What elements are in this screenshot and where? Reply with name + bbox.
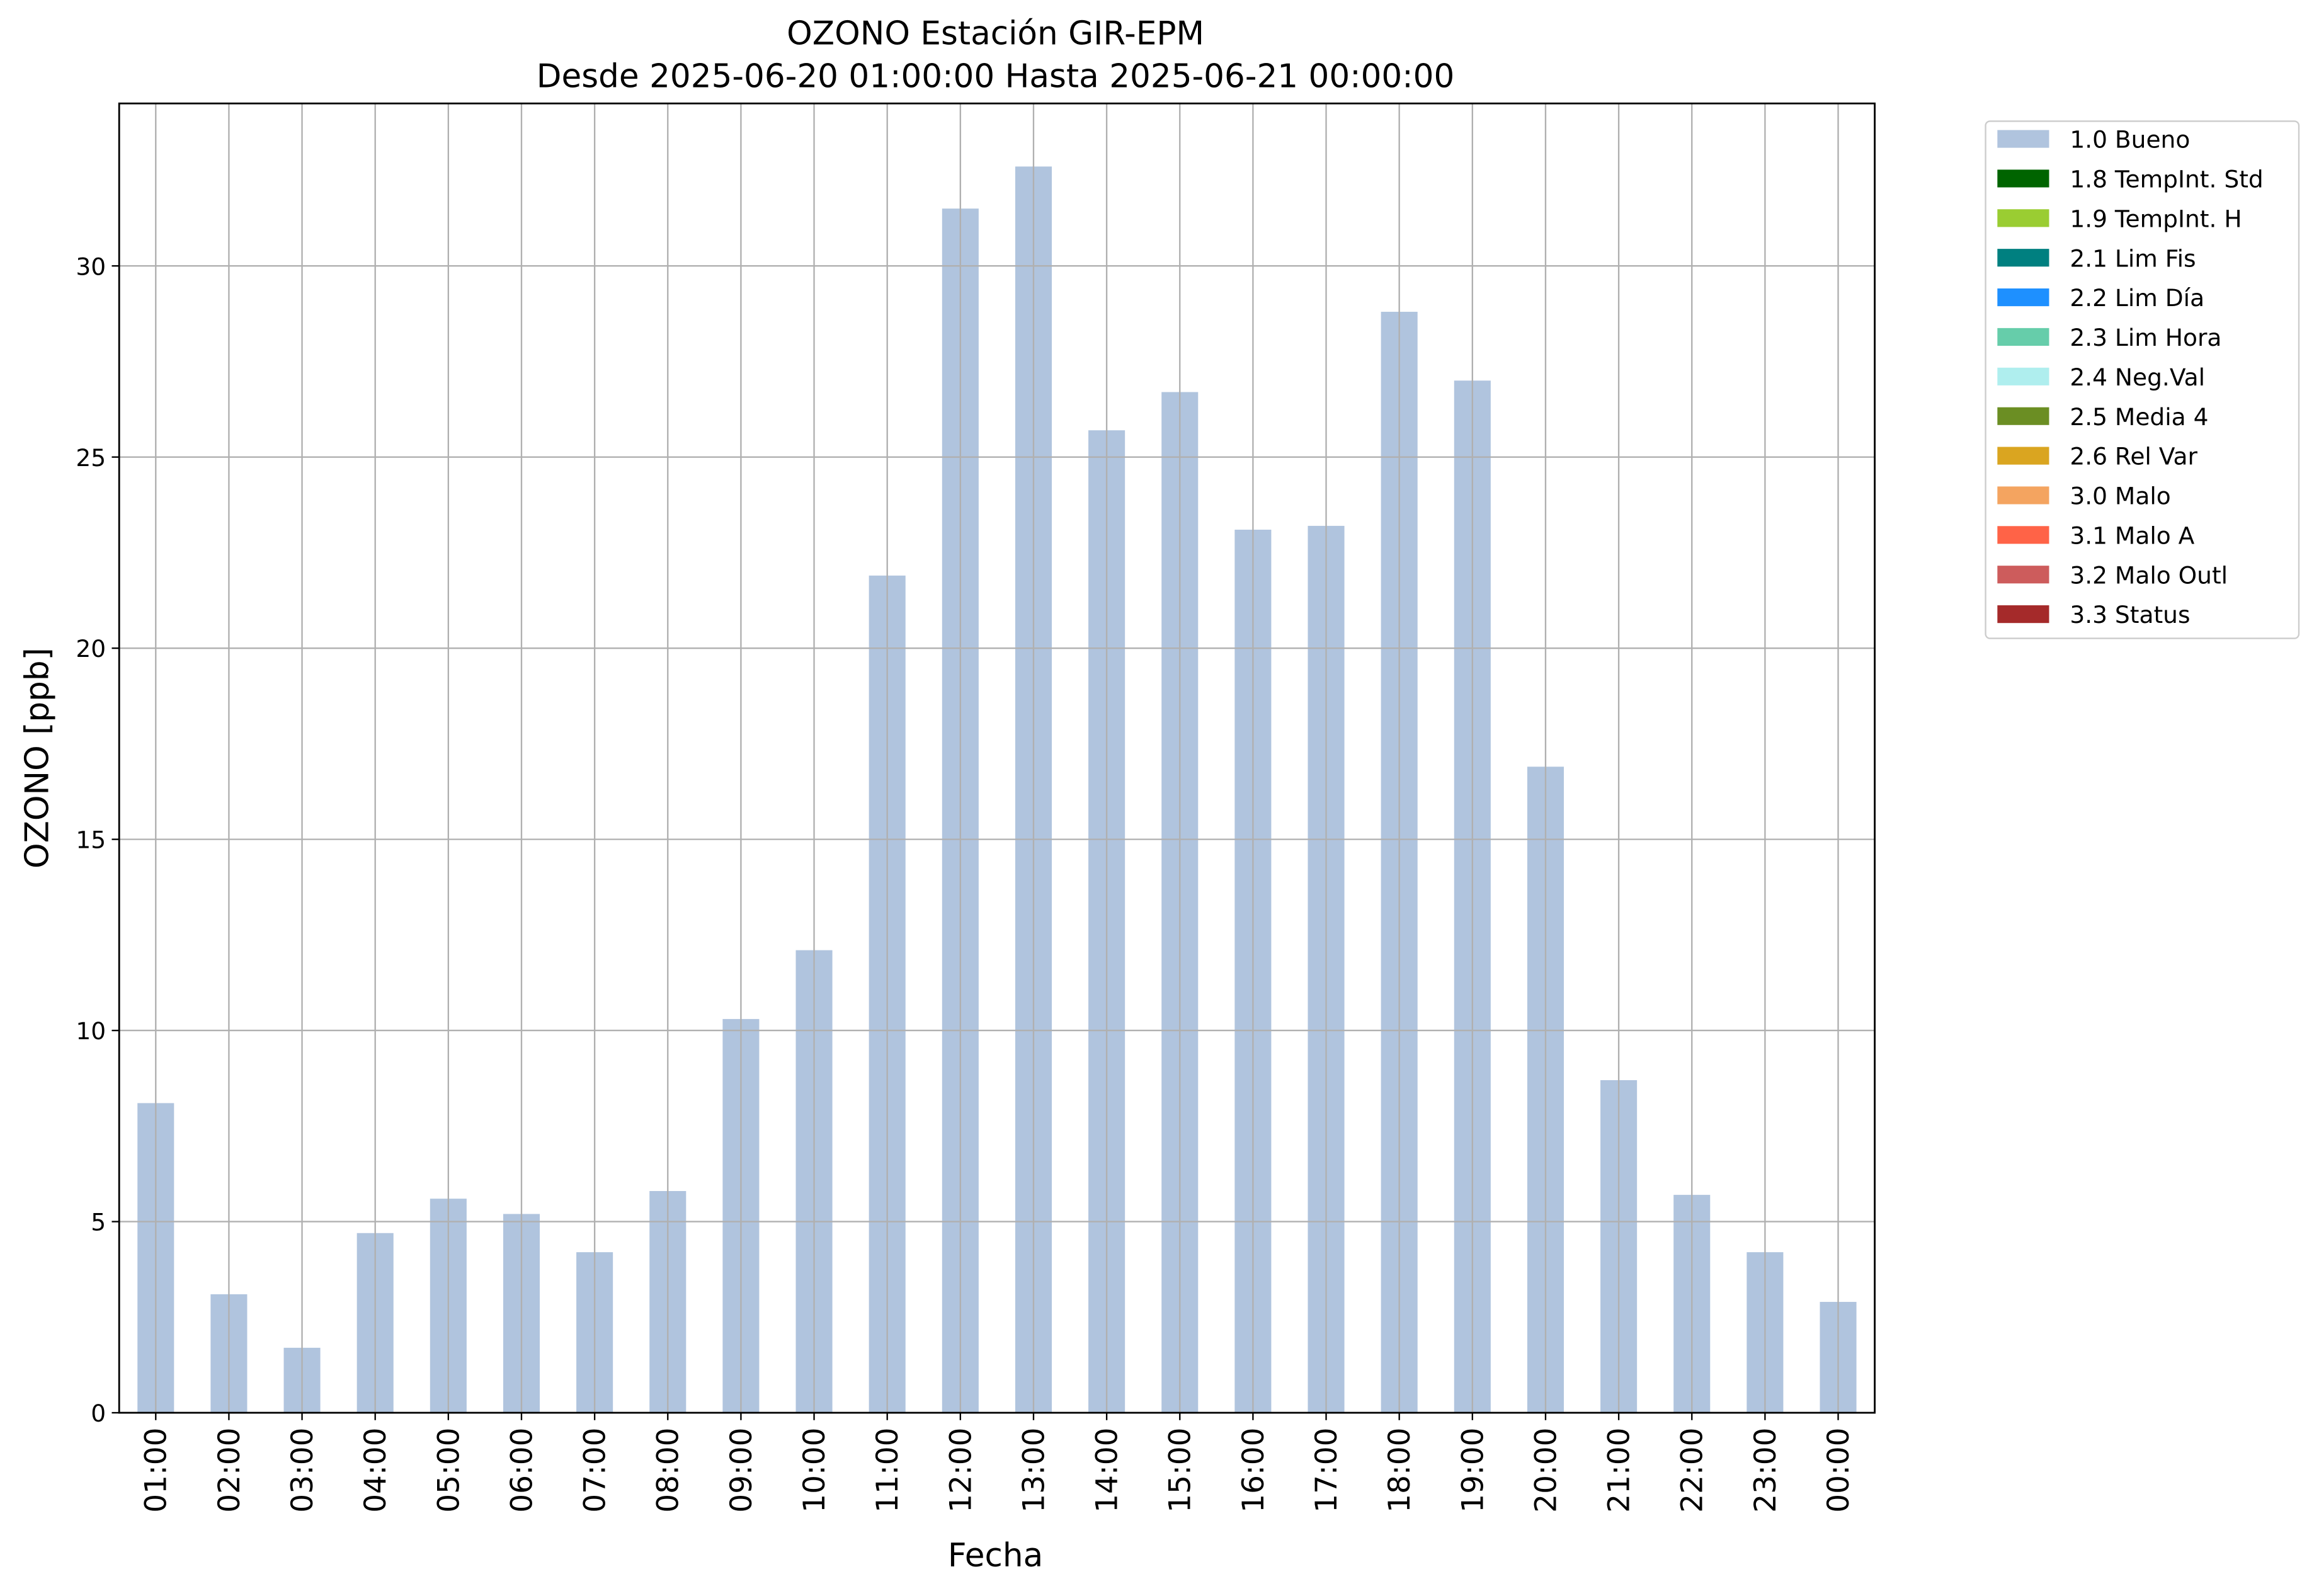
x-tick-label: 22:00 [1675, 1428, 1710, 1513]
legend-swatch [1997, 486, 2049, 504]
x-tick-label: 07:00 [578, 1428, 613, 1513]
legend-swatch [1997, 566, 2049, 584]
legend-label: 3.1 Malo A [2070, 522, 2194, 549]
y-axis-label: OZONO [ppb] [19, 647, 57, 869]
legend-box [1985, 120, 2300, 639]
legend-label: 3.0 Malo [2070, 482, 2170, 510]
x-axis-label: Fecha [948, 1537, 1043, 1575]
x-tick-label: 10:00 [797, 1428, 832, 1513]
legend-label: 1.9 TempInt. H [2070, 205, 2242, 232]
x-tick-label: 19:00 [1456, 1428, 1490, 1513]
y-tick-label: 10 [76, 1017, 106, 1045]
legend-label: 2.3 Lim Hora [2070, 324, 2221, 351]
legend-swatch [1997, 367, 2049, 385]
x-tick-label: 23:00 [1748, 1428, 1783, 1513]
legend-swatch [1997, 328, 2049, 346]
x-tick-label: 21:00 [1602, 1428, 1637, 1513]
y-tick-label: 5 [91, 1209, 106, 1236]
legend-swatch [1997, 447, 2049, 465]
legend-label: 1.8 TempInt. Std [2070, 166, 2263, 193]
x-tick-label: 06:00 [504, 1428, 539, 1513]
legend-label: 2.1 Lim Fis [2070, 244, 2196, 272]
legend-swatch [1997, 249, 2049, 267]
y-tick-label: 30 [76, 253, 106, 280]
legend-swatch [1997, 209, 2049, 227]
chart-title: OZONO Estación GIR-EPM [787, 14, 1204, 52]
y-tick-label: 0 [91, 1399, 106, 1427]
x-tick-label: 05:00 [431, 1428, 466, 1513]
legend-swatch [1997, 526, 2049, 544]
x-tick-label: 03:00 [285, 1428, 320, 1513]
legend-swatch [1997, 605, 2049, 624]
x-tick-label: 14:00 [1090, 1428, 1125, 1513]
x-tick-label: 18:00 [1382, 1428, 1417, 1513]
x-tick-label: 16:00 [1236, 1428, 1271, 1513]
legend-label: 2.5 Media 4 [2070, 403, 2208, 431]
x-tick-label: 08:00 [651, 1428, 686, 1513]
legend-label: 1.0 Bueno [2070, 126, 2190, 154]
y-tick-label: 25 [76, 444, 106, 472]
chart-subtitle: Desde 2025-06-20 01:00:00 Hasta 2025-06-… [537, 57, 1455, 95]
legend-swatch [1997, 288, 2049, 307]
legend-label: 3.2 Malo Outl [2070, 561, 2228, 589]
x-tick-label: 00:00 [1821, 1428, 1856, 1513]
x-tick-label: 04:00 [358, 1428, 393, 1513]
y-tick-label: 20 [76, 635, 106, 663]
plot-frame [118, 102, 1876, 1414]
x-tick-label: 13:00 [1017, 1428, 1051, 1513]
legend-swatch [1997, 169, 2049, 188]
x-tick-label: 15:00 [1163, 1428, 1198, 1513]
legend-swatch [1997, 130, 2049, 148]
legend-label: 2.6 Rel Var [2070, 443, 2197, 470]
x-tick-label: 01:00 [139, 1428, 174, 1513]
legend-swatch [1997, 407, 2049, 425]
x-tick-label: 12:00 [943, 1428, 978, 1513]
x-tick-label: 09:00 [724, 1428, 759, 1513]
y-tick-label: 15 [76, 826, 106, 854]
legend-label: 2.4 Neg.Val [2070, 363, 2205, 391]
x-tick-label: 20:00 [1529, 1428, 1563, 1513]
x-tick-label: 17:00 [1309, 1428, 1344, 1513]
x-tick-label: 11:00 [870, 1428, 905, 1513]
legend-label: 3.3 Status [2070, 601, 2190, 629]
x-tick-label: 02:00 [212, 1428, 247, 1513]
legend-label: 2.2 Lim Día [2070, 284, 2204, 312]
